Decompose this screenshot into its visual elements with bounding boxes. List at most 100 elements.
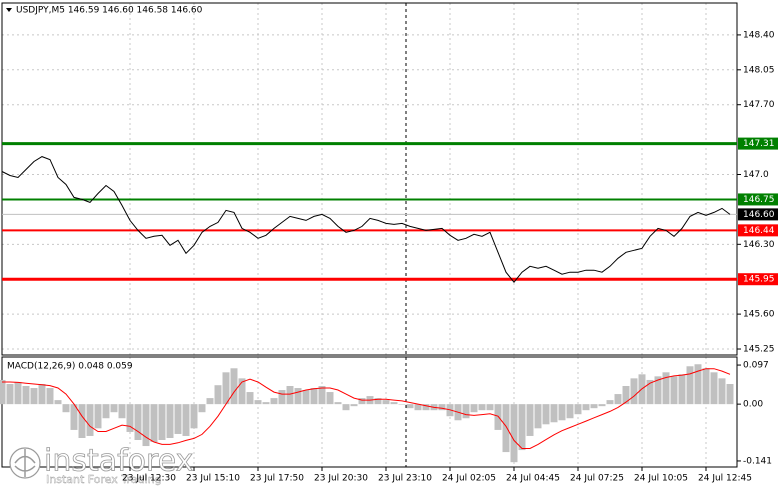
macd-bar: [718, 378, 726, 405]
level-label: 145.95: [743, 275, 775, 285]
macd-bar: [126, 404, 134, 432]
macd-bar: [414, 404, 422, 411]
macd-bar: [190, 404, 198, 429]
macd-panel: [1, 356, 738, 468]
marks-layer: [0, 142, 737, 463]
macd-bar: [70, 404, 78, 430]
macd-bar: [590, 404, 598, 409]
macd-bar: [142, 404, 150, 447]
macd-bar: [294, 388, 302, 405]
macd-bar: [14, 381, 22, 405]
x-tick-label: 24 Jul 12:45: [698, 474, 752, 484]
y-tick-label: 145.25: [743, 345, 775, 355]
macd-bar: [710, 372, 718, 405]
macd-bar: [606, 400, 614, 405]
macd-bar: [630, 378, 638, 405]
x-tick-label: 24 Jul 10:05: [634, 474, 688, 484]
macd-bar: [478, 404, 486, 411]
macd-bar: [390, 402, 398, 405]
macd-bar: [222, 372, 230, 405]
macd-bar: [614, 394, 622, 405]
macd-bar: [174, 404, 182, 434]
macd-bar: [238, 378, 246, 405]
macd-bar: [262, 402, 270, 405]
macd-bar: [542, 404, 550, 425]
macd-bar: [574, 404, 582, 415]
x-tick-label: 24 Jul 07:25: [570, 474, 624, 484]
macd-bar: [374, 398, 382, 405]
macd-bar: [6, 383, 14, 405]
macd-bar: [502, 404, 510, 453]
macd-bar: [30, 388, 38, 405]
macd-bar: [206, 398, 214, 405]
macd-bar: [694, 364, 702, 405]
chart-title: USDJPY,M5 146.59 146.60 146.58 146.60: [16, 6, 203, 16]
x-tick-label: 23 Jul 15:10: [186, 474, 240, 484]
macd-bar: [214, 385, 222, 405]
macd-bar: [470, 404, 478, 413]
logo-name: instaforex: [44, 444, 193, 479]
last-price-label: 146.60: [743, 210, 775, 220]
macd-bar: [102, 404, 110, 419]
macd-bar: [646, 379, 654, 405]
macd-bar: [726, 383, 734, 405]
macd-bar: [86, 404, 94, 436]
macd-bar: [494, 404, 502, 430]
y-tick-label: 145.60: [743, 310, 775, 320]
macd-bar: [46, 388, 54, 405]
macd-bar: [62, 404, 70, 413]
y-tick-label: 0.00: [743, 400, 763, 410]
macd-bar: [382, 400, 390, 405]
grid-layer: [2, 3, 737, 467]
macd-bar: [334, 402, 342, 405]
macd-bar: [94, 404, 102, 429]
macd-bar: [582, 404, 590, 411]
x-tick-label: 23 Jul 17:50: [250, 474, 304, 484]
macd-bar: [110, 404, 118, 413]
logo-icon-lines: [14, 449, 36, 477]
level-label: 146.44: [743, 226, 775, 236]
macd-bar: [438, 404, 446, 411]
macd-bar: [302, 390, 310, 405]
macd-bar: [38, 383, 46, 405]
macd-bar: [278, 390, 286, 405]
macd-bar: [598, 404, 606, 407]
level-label: 146.75: [743, 195, 775, 205]
y-tick-label: 148.40: [743, 30, 775, 40]
macd-bar: [398, 404, 406, 405]
signal-line: [2, 368, 731, 449]
macd-bar: [198, 404, 206, 413]
macd-bar: [358, 398, 366, 405]
level-label-bg: [738, 137, 778, 150]
level-label-bg: [738, 224, 778, 237]
y-tick-label: 148.05: [743, 65, 775, 75]
level-label-bg: [738, 193, 778, 206]
macd-bar: [54, 400, 62, 405]
macd-bar: [134, 404, 142, 441]
logo: instaforex Instant Forex Trading: [9, 443, 194, 486]
macd-bar: [22, 386, 30, 405]
price-panel: [1, 2, 738, 356]
macd-bar: [550, 404, 558, 423]
macd-bar: [350, 404, 358, 407]
y-tick-label: 147.70: [743, 100, 775, 110]
macd-bar: [678, 374, 686, 405]
macd-bar: [510, 404, 518, 463]
macd-bar: [462, 404, 470, 419]
macd-bar: [118, 404, 126, 419]
logo-tagline: Instant Forex Trading: [46, 473, 162, 486]
y-tick-label: 146.30: [743, 240, 775, 250]
macd-bar: [182, 404, 190, 436]
macd-bar: [270, 398, 278, 405]
macd-bar: [526, 404, 534, 436]
macd-bar: [654, 376, 662, 405]
macd-bar: [406, 404, 414, 409]
macd-bar: [422, 404, 430, 411]
y-tick-label: 0.097: [743, 361, 769, 371]
macd-bar: [702, 368, 710, 405]
macd-bar: [254, 400, 262, 405]
macd-bar: [662, 372, 670, 405]
macd-bar: [286, 386, 294, 405]
macd-bar: [326, 392, 334, 405]
